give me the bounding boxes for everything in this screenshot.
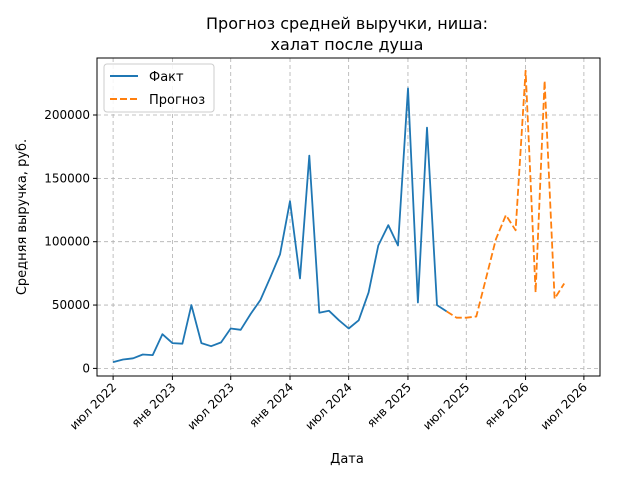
legend-forecast-label: Прогноз	[149, 93, 205, 108]
y-tick-label: 50000	[52, 298, 90, 312]
series-layer	[112, 69, 565, 363]
series-fact-line	[112, 87, 448, 363]
chart-title-line2: халат после душа	[271, 35, 424, 54]
y-tick-label: 150000	[44, 171, 90, 185]
chart-title-line1: Прогноз средней выручки, ниша:	[206, 14, 488, 33]
y-tick-label: 0	[82, 361, 90, 375]
y-axis: 0 50000 100000 150000 200000	[44, 108, 97, 375]
x-axis-label: Дата	[330, 452, 364, 467]
y-tick-label: 200000	[44, 108, 90, 122]
y-axis-label: Средняя выручка, руб.	[15, 139, 30, 295]
legend-fact-label: Факт	[149, 70, 184, 85]
series-forecast-line	[446, 69, 565, 319]
y-tick-label: 100000	[44, 235, 90, 249]
legend: Факт Прогноз	[103, 63, 215, 113]
